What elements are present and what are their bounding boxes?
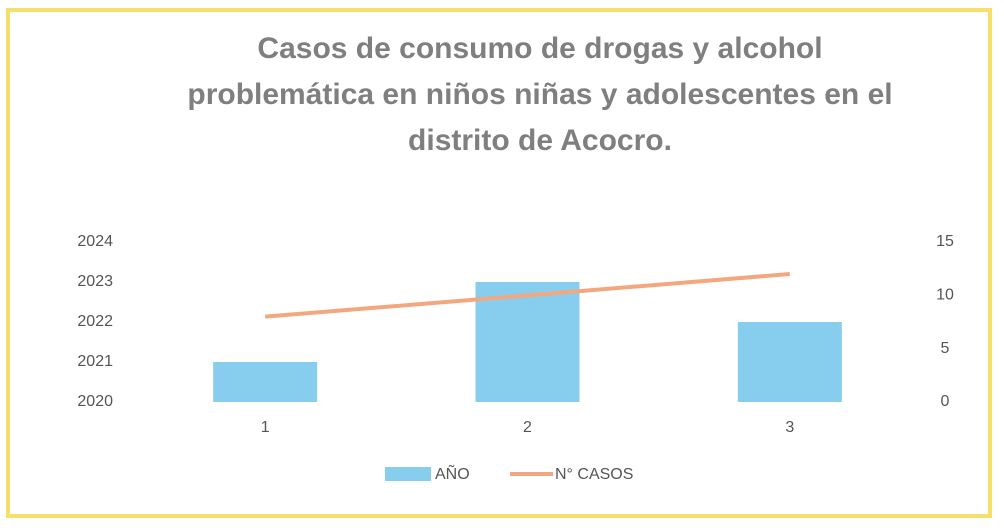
y-tick-label: 2023 bbox=[77, 273, 113, 290]
bar bbox=[475, 282, 580, 402]
line bbox=[265, 272, 790, 319]
x-tick-label: 3 bbox=[785, 419, 794, 436]
y-tick-label: 2020 bbox=[77, 393, 113, 410]
x-tick-label: 2 bbox=[523, 419, 532, 436]
legend-label: AÑO bbox=[435, 463, 470, 483]
x-tick-label: 1 bbox=[261, 419, 270, 436]
y2-tick-label: 0 bbox=[941, 393, 950, 410]
y2-tick-label: 15 bbox=[936, 233, 954, 250]
legend-label: N° CASOS bbox=[555, 466, 633, 483]
frame bbox=[6, 8, 992, 518]
y2-tick-label: 5 bbox=[941, 340, 950, 357]
bar bbox=[737, 322, 842, 402]
y-tick-label: 2021 bbox=[77, 353, 113, 370]
chart-title: Casos de consumo de drogas y alcohol pro… bbox=[187, 32, 893, 157]
y-tick-label: 2022 bbox=[77, 313, 113, 330]
y2-tick-label: 10 bbox=[936, 287, 954, 304]
y-tick-label: 2024 bbox=[77, 233, 113, 250]
legend-swatch bbox=[385, 467, 431, 481]
bar bbox=[213, 362, 318, 402]
